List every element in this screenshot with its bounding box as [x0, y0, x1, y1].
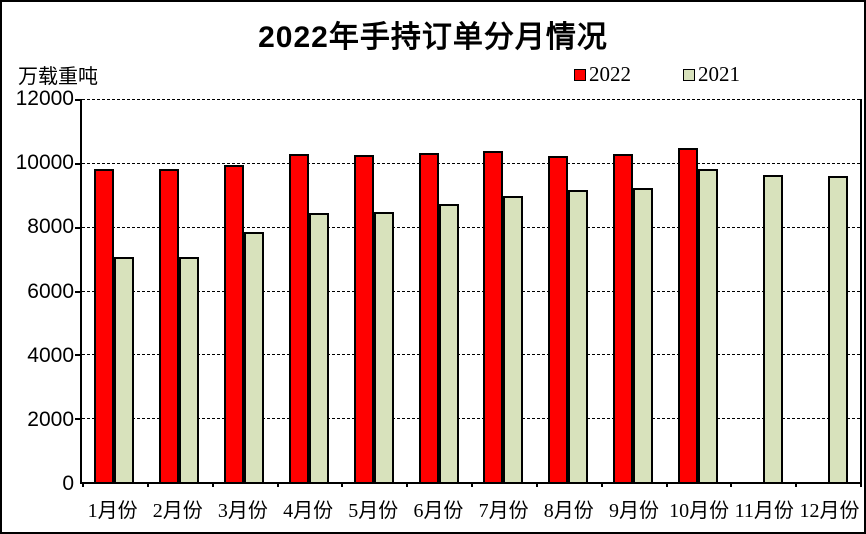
bar-2021-11月份: [762, 174, 783, 482]
bar-2022-3月份: [224, 164, 245, 482]
bar-2021-2月份: [179, 257, 200, 482]
x-axis-label-5月份: 5月份: [348, 500, 399, 522]
bar-2021-9月份: [633, 187, 654, 482]
category-group-2月份: [147, 99, 212, 482]
bar-2022-6月份: [418, 153, 439, 482]
category-group-8月份: [536, 99, 601, 482]
y-axis-tick-label-8000: 8000: [27, 215, 74, 239]
bar-2021-3月份: [244, 232, 265, 482]
y-axis-tick-label-6000: 6000: [27, 279, 74, 303]
y-axis-tick: [75, 226, 82, 229]
category-group-7月份: [471, 99, 536, 482]
y-axis-tick: [75, 354, 82, 357]
x-axis-label-9月份: 9月份: [608, 500, 659, 522]
bar-2022-4月份: [288, 154, 309, 482]
bars-row: [82, 99, 860, 482]
chart-title: 2022年手持订单分月情况: [258, 21, 608, 54]
x-axis-tick: [471, 482, 473, 487]
bar-2022-2月份: [159, 168, 180, 482]
bar-2022-10月份: [677, 147, 698, 482]
x-axis-labels: 1月份 2月份 3月份 4月份 5月份 6月份 7月份 8月份 9月份 10月份 11月份 12月份: [80, 494, 862, 523]
legend-swatch-2022-icon: [574, 68, 586, 81]
x-axis-tick: [795, 482, 798, 487]
bar-2022-7月份: [483, 151, 504, 482]
legend-swatch-2021-icon: [683, 68, 695, 81]
category-group-1月份: [82, 99, 147, 482]
y-axis-tick-label-12000: 12000: [15, 87, 74, 110]
x-axis-label-8月份: 8月份: [543, 500, 594, 522]
y-axis-tick: [75, 99, 82, 101]
category-group-6月份: [406, 99, 471, 482]
x-axis-tick: [600, 482, 603, 487]
category-group-12月份: [795, 99, 860, 482]
x-axis-tick: [406, 482, 409, 487]
x-axis-tick: [860, 482, 862, 487]
legend-label-2021: 2021: [698, 62, 740, 86]
x-axis-label-7月份: 7月份: [478, 500, 529, 522]
x-axis-label-11月份: 11月份: [734, 500, 794, 522]
bar-2022-8月份: [548, 155, 569, 482]
bar-2022-5月份: [353, 154, 374, 482]
x-axis-tick: [730, 482, 733, 487]
gridline-12000: [82, 99, 860, 100]
y-axis-tick: [75, 290, 82, 293]
x-axis-tick: [146, 482, 149, 487]
legend: 2022 2021: [574, 62, 740, 87]
x-axis-label-6月份: 6月份: [413, 500, 464, 522]
x-axis-label-2月份: 2月份: [152, 500, 203, 522]
y-axis-tick-label-0: 0: [62, 472, 74, 495]
bar-2022-1月份: [94, 168, 115, 482]
x-axis-tick: [341, 482, 344, 487]
legend-label-2022: 2022: [589, 62, 631, 86]
category-group-10月份: [665, 99, 730, 482]
legend-item-2022: 2022: [574, 62, 631, 87]
x-axis-label-10月份: 10月份: [669, 500, 730, 522]
bar-2021-5月份: [373, 211, 394, 482]
bar-2021-1月份: [114, 256, 135, 482]
bar-2022-9月份: [613, 154, 634, 482]
y-axis-unit-label: 万载重吨: [18, 66, 98, 88]
category-group-3月份: [212, 99, 277, 482]
x-axis-label-4月份: 4月份: [283, 500, 334, 522]
x-axis-label-12月份: 12月份: [799, 500, 860, 522]
category-group-9月份: [601, 99, 666, 482]
gridline-6000: [82, 290, 860, 292]
bar-2021-12月份: [827, 176, 848, 482]
y-axis-tick: [75, 162, 82, 165]
gridline-2000: [82, 418, 860, 420]
y-axis-tick: [75, 418, 82, 421]
category-group-4月份: [276, 99, 341, 482]
gridline-8000: [82, 226, 860, 228]
gridline-4000: [82, 354, 860, 356]
x-axis-tick: [211, 482, 214, 487]
y-axis-tick-label-10000: 10000: [15, 151, 74, 175]
x-axis-label-3月份: 3月份: [217, 500, 268, 522]
x-axis-tick: [82, 482, 84, 487]
category-group-11月份: [730, 99, 795, 482]
gridline-10000: [82, 162, 860, 164]
x-axis-tick: [276, 482, 279, 487]
bar-2021-8月份: [568, 189, 589, 482]
x-axis-label-1月份: 1月份: [87, 500, 138, 522]
bar-2021-4月份: [308, 212, 329, 482]
bar-2021-6月份: [438, 204, 459, 482]
legend-item-2021: 2021: [683, 62, 740, 87]
x-axis-tick: [535, 482, 538, 487]
bar-2021-7月份: [503, 195, 524, 482]
y-axis-tick-label-4000: 4000: [27, 343, 74, 367]
y-axis-tick-label-2000: 2000: [27, 407, 74, 431]
plot-area: [75, 99, 862, 487]
category-group-5月份: [341, 99, 406, 482]
bar-2021-10月份: [697, 168, 718, 482]
x-axis-tick: [665, 482, 668, 487]
